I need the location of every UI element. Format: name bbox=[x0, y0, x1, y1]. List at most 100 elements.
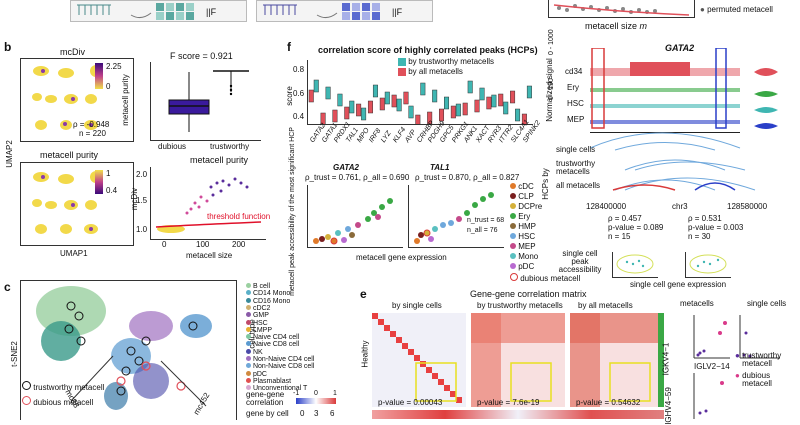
b-umap1-points bbox=[32, 65, 102, 130]
panel-b-letter: b bbox=[4, 40, 12, 54]
panel-f-letter: f bbox=[287, 40, 291, 54]
f-scatter2-points bbox=[414, 192, 494, 244]
b-map1-stat: ρ = -0.948 bbox=[73, 120, 110, 129]
track-stat2-n: n = 30 bbox=[688, 231, 711, 241]
track-stat1-n: n = 15 bbox=[608, 231, 631, 241]
e-side-metacells: metacells bbox=[680, 299, 714, 308]
c-celltype-item: Unconventional T bbox=[246, 385, 307, 392]
c-corr-label: gene-gene correlation bbox=[246, 390, 285, 407]
b-scatter-points bbox=[155, 177, 262, 233]
track-row-cd34: cd34 bbox=[565, 67, 583, 76]
e-row-healthy: Healthy bbox=[360, 340, 370, 368]
track-signals bbox=[590, 48, 750, 153]
f-s1-stat: ρ_trust = 0.761, ρ_all = 0.690 bbox=[305, 173, 410, 182]
e-gene-3: IGHV4−59 bbox=[663, 387, 673, 425]
e-matrix-1 bbox=[372, 313, 466, 407]
c-tsne bbox=[20, 280, 237, 420]
f-box bbox=[403, 91, 409, 105]
track-coord-2: 128580000 bbox=[727, 202, 768, 211]
c-corr-tick-1: -1 bbox=[293, 390, 300, 397]
e-pval-3: p-value = 0.54632 bbox=[576, 398, 641, 407]
track-violins bbox=[752, 48, 782, 138]
f-box bbox=[427, 111, 433, 124]
f-celltype-item: Mono bbox=[510, 253, 538, 261]
e-col-2: by trustworthy metacells bbox=[477, 301, 563, 310]
f-box bbox=[349, 100, 355, 114]
c-corr-tick-2: 0 bbox=[314, 390, 318, 397]
f-gene-axis: GATA2 GATA1 PRDX1 TAL1 MPO IRF8 LYZ KLF4 AVP CRHB… bbox=[307, 119, 542, 160]
c-celltype-item: B cell bbox=[246, 283, 270, 290]
norm-label-1: ||F bbox=[206, 7, 217, 17]
celltype-dot-icon bbox=[510, 203, 516, 209]
matrix-icon-1 bbox=[77, 3, 194, 20]
b-cbar2-min: 0.4 bbox=[106, 186, 118, 195]
track-stat1-p: p-value = 0.089 bbox=[608, 222, 664, 232]
f-box bbox=[439, 108, 445, 122]
e-pval-1: p-value = 0.00043 bbox=[378, 398, 443, 407]
b-box-cat-trust: trustworthy bbox=[210, 142, 250, 151]
e-gene-2: IGLV2−14 bbox=[694, 362, 730, 371]
track-row-ery: Ery bbox=[567, 83, 579, 92]
f-celltype-item: DCPre bbox=[510, 203, 542, 211]
b-scatter-title: metacell purity bbox=[190, 155, 249, 165]
f-celltype-item: dubious metacell bbox=[510, 273, 580, 283]
f-legend-all: by all metacells bbox=[398, 68, 463, 76]
celltype-dot-icon bbox=[246, 304, 251, 310]
c-legend-dubious: dubious metacell bbox=[22, 396, 93, 407]
f-scatter-2: n_trust = 68 n_all = 76 bbox=[408, 185, 504, 248]
e-col-1: by single cells bbox=[392, 301, 442, 310]
f-s-ylabel: metacell peak accessibility of the most … bbox=[288, 127, 296, 296]
b-boxplot-shapes bbox=[168, 70, 249, 132]
c-celltype-item: Naive CD8 cell bbox=[246, 341, 299, 348]
f-box bbox=[332, 109, 338, 123]
b-cbar1 bbox=[95, 63, 103, 89]
c-genebycell-tick-3: 6 bbox=[330, 409, 335, 418]
e-pval-2: p-value = 7.6e-19 bbox=[477, 398, 540, 407]
track-stat2-rho: ρ = 0.531 bbox=[688, 214, 722, 223]
f-box-shapes bbox=[308, 79, 532, 124]
celltype-dot-icon bbox=[510, 213, 516, 219]
c-genebycell: gene by cell bbox=[246, 409, 289, 418]
b-umap2-points bbox=[32, 171, 102, 234]
top-box-2: ||F bbox=[256, 0, 433, 22]
b-map1-title: mcDiv bbox=[60, 47, 85, 57]
f-box bbox=[344, 106, 350, 120]
b-cbar1-max: 2.25 bbox=[106, 62, 122, 71]
f-celltype-legend: cDC CLP DCPre Ery HMP HSC MEP Mono pDC d… bbox=[510, 183, 580, 293]
c-celltype-legend: B cell CD14 Mono CD16 Mono cDC2 GMP HSC … bbox=[246, 283, 346, 393]
c-ylabel: t-SNE2 bbox=[9, 341, 19, 367]
f-celltype-item: Ery bbox=[510, 213, 530, 221]
f-box bbox=[420, 82, 426, 96]
f-box bbox=[325, 86, 331, 100]
f-box bbox=[313, 79, 319, 93]
celltype-dot-icon bbox=[510, 253, 516, 259]
b-cbar1-min: 0 bbox=[106, 82, 111, 91]
b-umap-xlabel: UMAP1 bbox=[60, 249, 88, 258]
c-tsne-svg bbox=[36, 286, 212, 410]
b-scatter-xtick-3: 200 bbox=[232, 240, 246, 249]
f-celltype-item: HMP bbox=[510, 223, 536, 231]
b-scatter-xlabel: metacell size bbox=[186, 251, 233, 260]
f-box bbox=[308, 89, 314, 103]
f-box bbox=[479, 87, 485, 101]
track-mini-scatter-2 bbox=[685, 252, 731, 278]
f-box bbox=[432, 89, 438, 103]
f-s2-ntrust: n_trust = 68 bbox=[467, 217, 505, 224]
c-celltype-item: Naive CD4 cell bbox=[246, 334, 299, 341]
c-celltype-item: Non-Naive CD8 cell bbox=[246, 363, 314, 370]
f-box bbox=[444, 96, 450, 110]
f-box bbox=[503, 101, 509, 115]
track-row-mep: MEP bbox=[567, 115, 585, 124]
f-box bbox=[510, 90, 516, 104]
f-s2-title: TAL1 bbox=[430, 163, 450, 172]
permuted-legend: ● permuted metacell bbox=[700, 5, 773, 14]
f-box bbox=[372, 84, 378, 98]
b-threshold-label: threshold function bbox=[207, 212, 271, 221]
c-corr-tick-3: 1 bbox=[333, 390, 337, 397]
track-hcp-single: single cells bbox=[556, 145, 596, 154]
f-box bbox=[467, 80, 473, 94]
c-celltype-item: Plasmablast bbox=[246, 377, 291, 385]
track-coord-chr: chr3 bbox=[672, 202, 688, 211]
c-genebycell-tick-1: 0 bbox=[300, 409, 305, 418]
c-celltype-item: CD16 Mono bbox=[246, 297, 290, 305]
